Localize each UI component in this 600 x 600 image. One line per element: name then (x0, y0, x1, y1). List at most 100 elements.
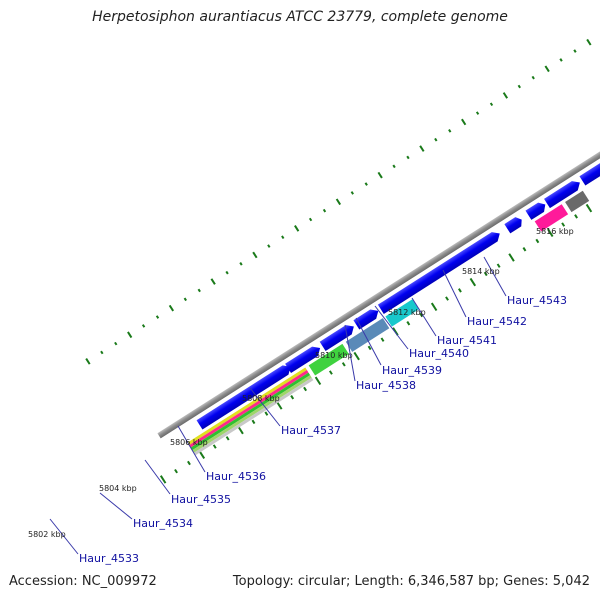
tick-mark (434, 137, 438, 142)
feature-bars (187, 190, 590, 456)
tick-mark (574, 214, 578, 219)
tick-mark (544, 65, 550, 73)
feature-bar (534, 204, 569, 232)
accession-text: Accession: NC_009972 (9, 574, 157, 589)
gene-label: Haur_4534 (133, 517, 193, 530)
tick-mark (100, 350, 104, 355)
tick-mark (237, 425, 244, 435)
gene-label: Haur_4536 (206, 470, 266, 483)
gene-arrow (196, 365, 291, 430)
tick-mark (502, 92, 509, 99)
tick-mark (197, 288, 201, 293)
tick-mark (303, 386, 308, 392)
gene-label: Haur_4540 (409, 347, 469, 360)
gene-arrow (544, 181, 580, 209)
inner-tick-ring (159, 198, 600, 484)
tick-mark (276, 401, 283, 410)
feature-bar (308, 343, 349, 376)
feature-bar (192, 375, 312, 453)
tick-mark (430, 302, 438, 312)
tick-mark (353, 351, 360, 361)
tick-mark (322, 208, 327, 213)
tick-label: 5816 kbp (536, 227, 574, 236)
tick-label: 5812 kbp (388, 308, 426, 317)
gene-label: Haur_4541 (437, 334, 497, 347)
tick-mark (475, 111, 480, 115)
tick-mark (212, 444, 217, 449)
tick-mark (461, 118, 467, 126)
tick-mark (159, 475, 167, 484)
gene-label: Haur_4539 (382, 364, 442, 377)
backbone (157, 0, 600, 439)
tick-mark (174, 468, 178, 474)
feature-bar (193, 377, 314, 456)
tick-mark (341, 362, 346, 367)
gene-label: Haur_4543 (507, 294, 567, 307)
tick-mark (531, 75, 535, 80)
tick-mark (483, 271, 488, 277)
tick-mark (517, 84, 521, 89)
tick-mark (522, 247, 527, 252)
gene-arrow (525, 202, 546, 220)
tick-mark (239, 262, 243, 266)
tick-mark (445, 296, 449, 301)
tick-mark (547, 228, 554, 238)
tick-mark (458, 288, 462, 293)
tick-label: 5808 kbp (242, 394, 280, 403)
tick-mark (155, 315, 160, 319)
tick-mark (561, 222, 566, 227)
tick-mark (264, 411, 269, 416)
tick-mark (328, 370, 333, 375)
tick-mark (406, 155, 410, 160)
tick-mark (225, 436, 230, 441)
gene-labels: Haur_4533 Haur_4534 Haur_4535 Haur_4536 … (79, 294, 567, 565)
tick-mark (252, 251, 258, 259)
gene-label: Haur_4537 (281, 424, 341, 437)
tick-mark (251, 419, 256, 425)
gene-arrow (285, 346, 321, 374)
tick-label: 5802 kbp (28, 530, 66, 539)
gene-arrow (319, 325, 354, 352)
tick-mark (508, 253, 515, 262)
tick-mark (141, 324, 146, 328)
tick-mark (419, 312, 424, 318)
tick-mark (559, 58, 563, 62)
feature-bar (188, 370, 309, 448)
tick-mark (377, 171, 383, 179)
feature-bar (345, 318, 390, 352)
feature-bar (190, 372, 311, 451)
tick-mark (335, 198, 342, 206)
tick-mark (198, 450, 206, 460)
gene-arrow (504, 217, 522, 234)
tick-label: 5804 kbp (99, 484, 137, 493)
tick-mark (114, 341, 118, 346)
tick-label: 5810 kbp (315, 351, 353, 360)
tick-mark (489, 102, 494, 107)
tick-mark (187, 460, 191, 466)
tick-mark (535, 238, 540, 244)
tick-mark (364, 182, 368, 186)
feature-bar (187, 367, 307, 446)
gene-arrow (377, 232, 500, 314)
label-leaders (49, 256, 507, 555)
tick-mark (469, 277, 477, 287)
gene-label: Haur_4542 (467, 315, 527, 328)
gene-label: Haur_4538 (356, 379, 416, 392)
tick-mark (210, 278, 216, 285)
tick-mark (380, 337, 385, 342)
tick-mark (392, 164, 396, 169)
tick-mark (308, 217, 313, 222)
tick-label: 5806 kbp (170, 438, 208, 447)
tick-mark (314, 376, 322, 386)
tick-mark (496, 263, 501, 268)
gene-label: Haur_4533 (79, 552, 139, 565)
gene-label: Haur_4535 (171, 493, 231, 506)
tick-mark (419, 145, 425, 152)
feature-bar (565, 190, 590, 213)
tick-mark (367, 345, 372, 351)
gene-arrow (579, 159, 600, 186)
tick-mark (586, 38, 592, 46)
tick-label: 5814 kbp (462, 267, 500, 276)
tick-labels: 5802 kbp 5804 kbp 5806 kbp 5808 kbp 5810… (28, 227, 574, 539)
